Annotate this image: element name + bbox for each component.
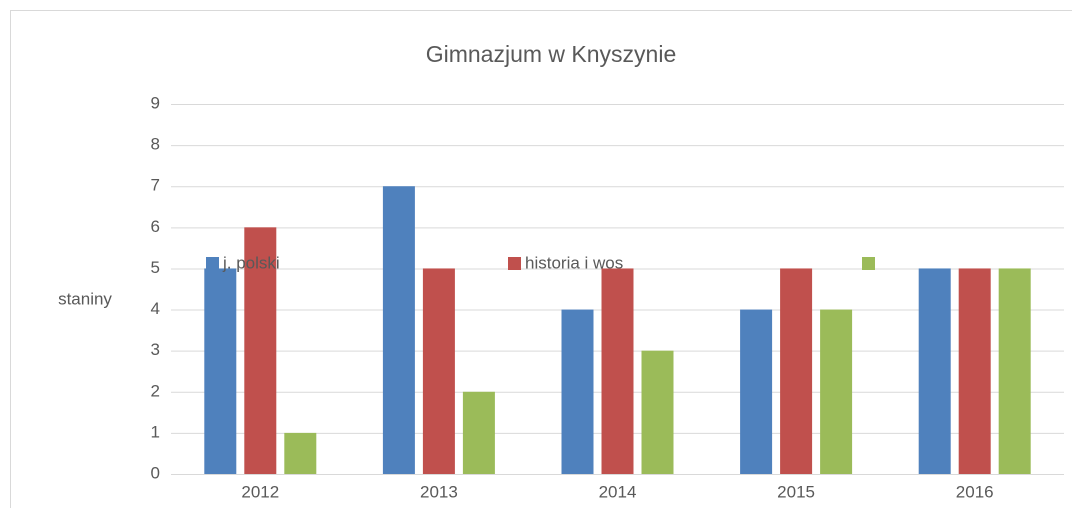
bar <box>641 350 674 474</box>
y-tick-label: 2 <box>151 381 160 400</box>
y-tick-label: 5 <box>151 258 160 277</box>
y-axis-label: staniny <box>58 289 112 308</box>
legend-label: historia i wos <box>525 253 623 272</box>
y-tick-label: 3 <box>151 340 160 359</box>
y-tick-label: 0 <box>151 463 160 482</box>
x-tick-label: 2016 <box>956 482 994 501</box>
bar <box>422 268 455 474</box>
x-tick-label: 2015 <box>777 482 815 501</box>
y-tick-label: 9 <box>151 93 160 112</box>
bar <box>204 268 237 474</box>
legend-swatch <box>862 257 875 270</box>
bar <box>820 309 853 474</box>
bar <box>918 268 951 474</box>
bar <box>958 268 991 474</box>
y-tick-label: 8 <box>151 135 160 154</box>
chart-border <box>10 10 1072 508</box>
bar <box>780 268 813 474</box>
y-tick-label: 1 <box>151 422 160 441</box>
bar <box>998 268 1031 474</box>
bar <box>561 309 594 474</box>
legend-label: j. polski <box>222 253 280 272</box>
y-tick-label: 7 <box>151 176 160 195</box>
legend-swatch <box>508 257 521 270</box>
y-tick-label: 4 <box>151 299 160 318</box>
bar <box>244 227 277 474</box>
y-tick-label: 6 <box>151 217 160 236</box>
x-tick-label: 2013 <box>420 482 458 501</box>
bar <box>382 186 415 474</box>
bar <box>462 391 495 474</box>
bar <box>601 268 634 474</box>
legend-swatch <box>206 257 219 270</box>
x-tick-label: 2012 <box>241 482 279 501</box>
bar <box>284 432 317 474</box>
x-tick-label: 2014 <box>599 482 637 501</box>
chart-title: Gimnazjum w Knyszynie <box>426 41 677 67</box>
bar <box>740 309 773 474</box>
